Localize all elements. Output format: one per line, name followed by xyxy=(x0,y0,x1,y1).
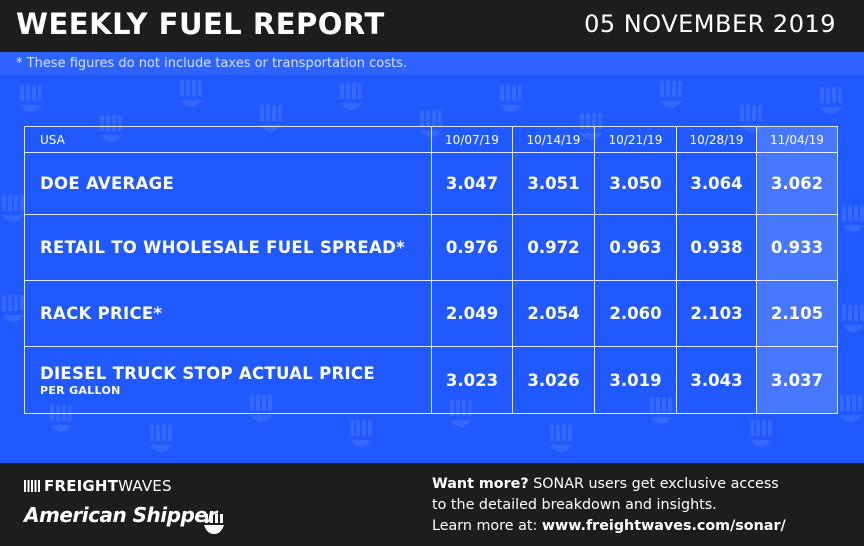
cta-text: Want more? SONAR users get exclusive acc… xyxy=(432,474,852,537)
row-label: RACK PRICE* xyxy=(24,280,432,347)
fuel-price-table: USA 10/07/19 10/14/19 10/21/19 10/28/19 … xyxy=(24,126,838,414)
report-date: 05 NOVEMBER 2019 xyxy=(584,10,836,38)
table-row: RACK PRICE* 2.049 2.054 2.060 2.103 2.10… xyxy=(24,280,838,347)
header-bar: WEEKLY FUEL REPORT 05 NOVEMBER 2019 xyxy=(0,0,864,52)
cta-line-1-rest: SONAR users get exclusive access xyxy=(528,476,779,492)
date-header: 10/21/19 xyxy=(594,126,677,153)
cta-line-3: Learn more at: www.freightwaves.com/sona… xyxy=(432,516,852,537)
freightwaves-logo-light: WAVES xyxy=(118,477,172,495)
date-header: 10/28/19 xyxy=(676,126,757,153)
row-label-text: RACK PRICE* xyxy=(40,304,163,323)
row-label-text: DIESEL TRUCK STOP ACTUAL PRICE xyxy=(40,363,375,383)
freightwaves-logo[interactable]: FREIGHT WAVES xyxy=(24,477,172,495)
price-cell: 0.972 xyxy=(512,214,595,281)
price-cell-latest: 3.062 xyxy=(756,152,838,215)
row-sublabel: PER GALLON xyxy=(40,383,121,397)
footer-bar: FREIGHT WAVES American Shipper Want more?… xyxy=(0,463,864,546)
price-cell: 2.049 xyxy=(431,280,513,347)
fuel-table-wrap: USA 10/07/19 10/14/19 10/21/19 10/28/19 … xyxy=(24,126,838,414)
date-header-latest: 11/04/19 xyxy=(756,126,838,153)
price-cell-latest: 2.105 xyxy=(756,280,838,347)
price-cell: 3.047 xyxy=(431,152,513,215)
sonar-link[interactable]: www.freightwaves.com/sonar/ xyxy=(541,518,786,534)
american-shipper-emblem-icon xyxy=(204,514,224,534)
disclaimer-bar: * These figures do not include taxes or … xyxy=(0,52,864,75)
date-header: 10/14/19 xyxy=(512,126,595,153)
price-cell: 3.026 xyxy=(512,346,595,414)
price-cell: 3.051 xyxy=(512,152,595,215)
cta-prefix: Learn more at: xyxy=(432,518,542,534)
price-cell: 3.043 xyxy=(676,346,757,414)
price-cell: 3.064 xyxy=(676,152,757,215)
price-cell-latest: 3.037 xyxy=(756,346,838,414)
row-label-text: DOE AVERAGE xyxy=(40,174,175,193)
price-cell: 0.963 xyxy=(594,214,677,281)
cta-bold: Want more? xyxy=(432,476,529,492)
american-shipper-logo[interactable]: American Shipper xyxy=(24,503,217,527)
freightwaves-logo-bold: FREIGHT xyxy=(44,477,119,495)
date-header: 10/07/19 xyxy=(431,126,513,153)
table-header-row: USA 10/07/19 10/14/19 10/21/19 10/28/19 … xyxy=(24,126,838,153)
table-row: DIESEL TRUCK STOP ACTUAL PRICE PER GALLO… xyxy=(24,346,838,414)
row-label: RETAIL TO WHOLESALE FUEL SPREAD* xyxy=(24,214,432,281)
price-cell: 0.938 xyxy=(676,214,757,281)
price-cell-latest: 0.933 xyxy=(756,214,838,281)
region-header: USA xyxy=(24,126,432,153)
price-cell: 2.103 xyxy=(676,280,757,347)
price-cell: 3.023 xyxy=(431,346,513,414)
table-row: DOE AVERAGE 3.047 3.051 3.050 3.064 3.06… xyxy=(24,152,838,215)
row-label-text: RETAIL TO WHOLESALE FUEL SPREAD* xyxy=(40,238,405,257)
table-row: RETAIL TO WHOLESALE FUEL SPREAD* 0.976 0… xyxy=(24,214,838,281)
freightwaves-mark-icon xyxy=(24,480,40,492)
price-cell: 3.050 xyxy=(594,152,677,215)
row-label: DOE AVERAGE xyxy=(24,152,432,215)
price-cell: 3.019 xyxy=(594,346,677,414)
price-cell: 2.060 xyxy=(594,280,677,347)
cta-line-2: to the detailed breakdown and insights. xyxy=(432,497,717,513)
price-cell: 0.976 xyxy=(431,214,513,281)
report-title: WEEKLY FUEL REPORT xyxy=(16,7,385,41)
row-label: DIESEL TRUCK STOP ACTUAL PRICE PER GALLO… xyxy=(24,346,432,414)
cta-line-1: Want more? SONAR users get exclusive acc… xyxy=(432,474,852,495)
price-cell: 2.054 xyxy=(512,280,595,347)
disclaimer-text: * These figures do not include taxes or … xyxy=(16,56,407,71)
